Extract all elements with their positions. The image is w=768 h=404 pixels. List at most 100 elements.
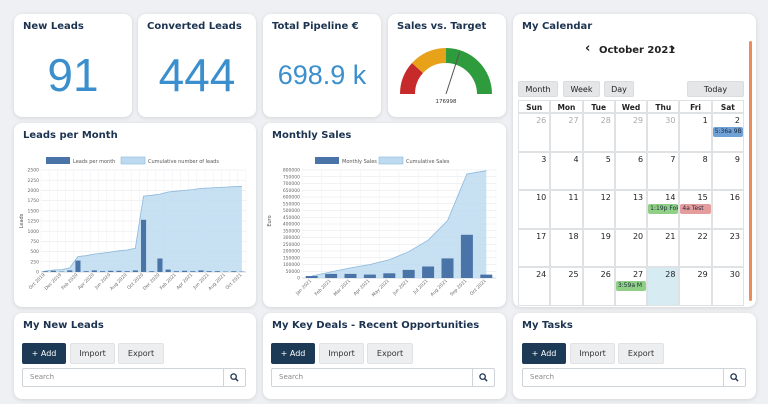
calendar-prev-button[interactable]: ‹ — [585, 41, 591, 56]
calendar-day-cell[interactable]: 20 — [614, 228, 648, 267]
calendar-view-month-button[interactable]: Month — [518, 81, 558, 97]
deals-search-field[interactable]: Search — [271, 368, 495, 387]
bar — [480, 274, 493, 278]
day-number: 14 — [665, 193, 676, 202]
calendar-day-cell[interactable]: 18 — [550, 228, 583, 267]
import-leads-button[interactable]: Import — [70, 343, 115, 364]
calendar-view-week-button[interactable]: Week — [563, 81, 600, 97]
kpi-new-leads-card[interactable]: New Leads 91 — [14, 14, 132, 117]
calendar-event[interactable]: 1:19p Fok — [648, 204, 679, 214]
calendar-day-cell[interactable]: 29 — [679, 267, 712, 306]
calendar-today-button[interactable]: Today — [687, 81, 744, 97]
calendar-event[interactable]: 4a Test — [680, 204, 711, 214]
monthly-sales-card[interactable]: Monthly Sales Monthly Sales Cumulative S… — [263, 123, 506, 307]
search-placeholder: Search — [279, 373, 304, 381]
x-tick-label: Apr 2021 — [352, 278, 371, 297]
calendar-view-day-button[interactable]: Day — [604, 81, 634, 97]
sales-target-card[interactable]: Sales vs. Target 176998 — [388, 14, 506, 117]
calendar-day-cell[interactable]: 4 — [550, 151, 583, 190]
bar — [50, 270, 56, 272]
calendar-day-cell[interactable]: 27 — [614, 267, 648, 306]
calendar-day-cell[interactable]: 2 — [711, 113, 744, 152]
y-axis-label: Euro — [267, 215, 273, 226]
sales-target-gauge: 176998 — [400, 47, 492, 105]
calendar-day-cell[interactable]: 3 — [518, 151, 551, 190]
day-number: 27 — [568, 116, 579, 125]
tasks-search-field[interactable]: Search — [522, 368, 746, 387]
leads-per-month-chart: Leads per month Cumulative number of lea… — [19, 156, 247, 292]
calendar-next-button[interactable]: › — [670, 41, 676, 56]
calendar-day-cell[interactable]: 22 — [679, 228, 712, 267]
add-deal-button[interactable]: + Add — [271, 343, 315, 364]
calendar-scrollbar[interactable] — [749, 41, 752, 301]
calendar-day-cell[interactable]: 25 — [550, 267, 583, 306]
leads-search-field[interactable]: Search — [22, 368, 246, 387]
bar — [383, 273, 396, 278]
search-button[interactable] — [472, 369, 494, 386]
search-button[interactable] — [223, 369, 245, 386]
y-tick-label: 0 — [297, 276, 300, 282]
y-tick-label: 500 — [30, 249, 39, 255]
bar — [402, 269, 415, 278]
calendar-day-cell[interactable]: 11 — [550, 190, 583, 229]
leads-per-month-card[interactable]: Leads per Month Leads per month Cumulati… — [14, 123, 256, 307]
calendar-day-cell[interactable]: 28 — [647, 267, 680, 306]
calendar-day-cell[interactable]: 5 — [582, 151, 615, 190]
import-deals-button[interactable]: Import — [319, 343, 364, 364]
calendar-day-cell[interactable]: 10 — [518, 190, 551, 229]
calendar-event[interactable]: 5:36a 9B — [712, 127, 743, 137]
legend-area-label: Cumulative number of leads — [148, 159, 219, 165]
calendar-day-cell[interactable]: 16 — [711, 190, 744, 229]
export-tasks-button[interactable]: Export — [618, 343, 664, 364]
search-placeholder: Search — [530, 373, 555, 381]
y-tick-label: 1500 — [28, 208, 40, 214]
calendar-day-cell[interactable]: 13 — [614, 190, 648, 229]
calendar-day-cell[interactable]: 9 — [711, 151, 744, 190]
calendar-day-cell[interactable]: 15 — [679, 190, 712, 229]
x-tick-label: Apr 2020 — [77, 272, 96, 291]
x-tick-label: Jun 2021 — [391, 278, 410, 297]
calendar-day-cell[interactable]: 26 — [582, 267, 615, 306]
calendar-card[interactable]: My Calendar ‹ October 2021 › Month Week … — [513, 14, 756, 307]
calendar-day-cell[interactable]: 14 — [647, 190, 680, 229]
calendar-day-cell[interactable]: 12 — [582, 190, 615, 229]
calendar-event[interactable]: 3:59a M — [615, 281, 647, 291]
calendar-day-cell[interactable]: 24 — [518, 267, 551, 306]
kpi-total-pipeline-card[interactable]: Total Pipeline € 698.9 k — [263, 14, 381, 117]
bar — [91, 270, 97, 272]
y-tick-label: 100000 — [283, 262, 300, 268]
calendar-day-cell[interactable]: 17 — [518, 228, 551, 267]
y-tick-label: 550000 — [283, 201, 300, 207]
calendar-day-cell[interactable]: 29 — [614, 113, 648, 152]
calendar-day-cell[interactable]: 23 — [711, 228, 744, 267]
import-tasks-button[interactable]: Import — [570, 343, 615, 364]
panel-title: My Key Deals - Recent Opportunities — [272, 320, 480, 331]
calendar-day-cell[interactable]: 30 — [647, 113, 680, 152]
day-number: 3 — [541, 154, 547, 164]
kpi-value: 91 — [47, 49, 99, 101]
export-deals-button[interactable]: Export — [367, 343, 413, 364]
export-leads-button[interactable]: Export — [118, 343, 164, 364]
calendar-day-cell[interactable]: 28 — [582, 113, 615, 152]
day-number: 27 — [632, 270, 644, 279]
calendar-day-cell[interactable]: 6 — [614, 151, 648, 190]
add-lead-button[interactable]: + Add — [22, 343, 66, 364]
search-placeholder: Search — [30, 373, 55, 381]
add-task-button[interactable]: + Add — [522, 343, 566, 364]
calendar-day-cell[interactable]: 8 — [679, 151, 712, 190]
day-number: 7 — [670, 154, 676, 164]
calendar-day-cell[interactable]: 1 — [679, 113, 712, 152]
weekday-header: Sun — [518, 100, 551, 113]
calendar-day-cell[interactable]: 19 — [582, 228, 615, 267]
search-button[interactable] — [723, 369, 745, 386]
calendar-day-cell[interactable]: 21 — [647, 228, 680, 267]
calendar-day-cell[interactable]: 30 — [711, 267, 744, 306]
day-number: 26 — [600, 270, 611, 279]
y-tick-label: 650000 — [283, 188, 300, 194]
kpi-converted-leads-card[interactable]: Converted Leads 444 — [138, 14, 256, 117]
calendar-day-cell[interactable]: 26 — [518, 113, 551, 152]
calendar-day-cell[interactable]: 7 — [647, 151, 680, 190]
kpi-value: 444 — [158, 49, 236, 101]
monthly-sales-chart: Monthly Sales Cumulative Sales Euro 0500… — [267, 156, 497, 298]
calendar-day-cell[interactable]: 27 — [550, 113, 583, 152]
